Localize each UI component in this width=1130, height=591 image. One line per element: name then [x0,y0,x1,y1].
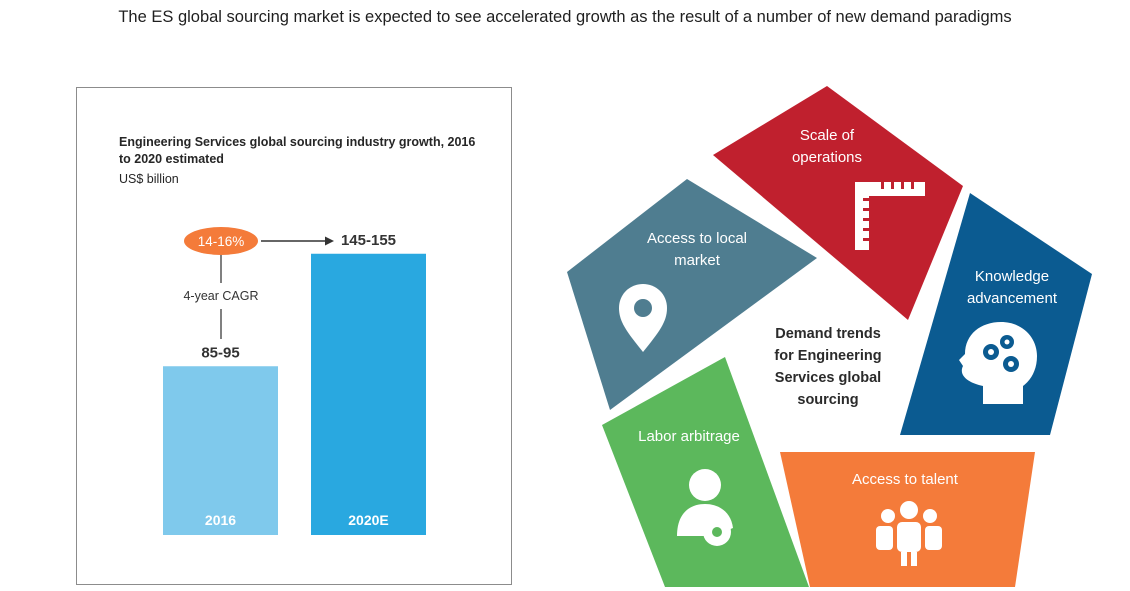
page-headline: The ES global sourcing market is expecte… [118,8,1012,26]
bar-2016 [163,366,278,535]
diagram-center-label: Demand trends for Engineering Services g… [774,326,881,408]
center-label-line-2: for Engineering [774,348,881,364]
worker-gear-icon [677,469,733,546]
segment-access-to-talent: Access to talent [780,452,1035,587]
bar-2020e [311,253,426,535]
bar-chart: 85-95 2016 145-155 2020E 14-16% 4-year CAGR [163,227,426,535]
cagr-value: 14-16% [198,234,245,249]
segment-label-talent: Access to talent [852,471,959,488]
segment-label-labor: Labor arbitrage [638,428,740,445]
map-pin-icon [619,284,667,352]
chart-title: Engineering Services global sourcing ind… [119,135,476,166]
cagr-arrow-head [325,236,334,246]
cagr-annotation: 14-16% 4-year CAGR [183,227,334,339]
chart-unit-label: US$ billion [119,172,179,186]
center-label-line-4: sourcing [797,392,858,408]
cagr-badge [184,227,258,255]
ruler-icon [855,182,925,250]
demand-trends-diagram: Scale of operations Knowledge advancemen… [567,86,1092,587]
chart-panel: Engineering Services global sourcing ind… [76,87,512,585]
people-group-icon [876,501,942,566]
center-label-line-1: Demand trends [775,326,881,342]
segment-label-local-line-1: Access to local [647,230,747,247]
segment-labor-arbitrage: Labor arbitrage [602,357,809,587]
x-tick-label: 2016 [205,512,236,528]
segment-label-scale-line-1: Scale of [800,127,855,144]
segment-scale-of-operations: Scale of operations [713,86,963,320]
bar-value-label: 85-95 [201,344,239,361]
segment-access-to-local-market: Access to local market [567,179,817,410]
x-tick-label: 2020E [348,512,388,528]
center-label-line-3: Services global [775,370,881,386]
cagr-label: 4-year CAGR [183,289,258,303]
segment-label-local-line-2: market [674,252,721,269]
bar-value-label: 145-155 [341,232,396,249]
segment-label-scale-line-2: operations [792,149,862,166]
segment-label-knowledge-line-1: Knowledge [975,268,1049,285]
head-gears-icon [959,322,1037,404]
segment-knowledge-advancement: Knowledge advancement [900,193,1092,435]
segment-label-knowledge-line-2: advancement [967,290,1058,307]
